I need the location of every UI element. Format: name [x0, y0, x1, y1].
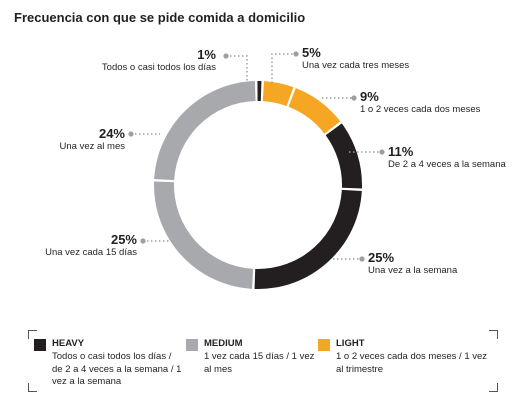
legend-swatch-medium	[186, 339, 198, 351]
legend-corner-br	[489, 383, 498, 392]
slice-desc-light-bimonthly: 1 o 2 veces cada dos meses	[360, 103, 481, 115]
legend-swatch-heavy	[34, 339, 46, 351]
chart-title: Frecuencia con que se pide comida a domi…	[14, 10, 306, 25]
slice-pct-medium-biweekly: 25%	[110, 232, 137, 247]
slice-desc-medium-monthly: Una vez al mes	[59, 140, 125, 152]
slice-label-heavy-daily: 1% Todos o casi todos los días	[101, 47, 216, 74]
slice-desc-heavy-2to4: De 2 a 4 veces a la semana	[388, 158, 506, 170]
slice-desc-light-quarterly: Una vez cada tres meses	[302, 59, 410, 71]
leader-medium-monthly-dot	[128, 131, 134, 137]
slice-label-light-quarterly: 5% Una vez cada tres meses	[302, 45, 410, 72]
legend-item-heavy: HEAVY Todos o casi todos los días / de 2…	[34, 338, 184, 388]
legend-desc-medium: 1 vez cada 15 días / 1 vez al mes	[204, 351, 315, 375]
legend-item-light: LIGHT 1 o 2 veces cada dos meses / 1 vez…	[318, 338, 490, 376]
legend-desc-light: 1 o 2 veces cada dos meses / 1 vez al tr…	[336, 351, 488, 375]
legend-corner-tl	[28, 330, 37, 339]
slice-pct-light-bimonthly: 9%	[360, 89, 379, 104]
slice-light-bimonthly	[288, 88, 341, 134]
slice-label-medium-biweekly: 25% Una vez cada 15 días	[45, 232, 137, 259]
leader-heavy-daily	[226, 55, 248, 83]
slice-medium-monthly	[154, 81, 256, 181]
legend-corner-tr	[489, 330, 498, 339]
slice-heavy-weekly	[254, 189, 362, 289]
slice-desc-medium-biweekly: Una vez cada 15 días	[45, 246, 137, 258]
slice-desc-heavy-weekly: Una vez a la semana	[368, 264, 458, 276]
legend-desc-heavy: Todos o casi todos los días / de 2 a 4 v…	[52, 351, 182, 388]
slice-pct-heavy-daily: 1%	[197, 47, 216, 62]
slice-desc-heavy-daily: Todos o casi todos los días	[101, 61, 216, 73]
legend-item-medium: MEDIUM 1 vez cada 15 días / 1 vez al mes	[186, 338, 324, 376]
legend-corner-bl	[28, 383, 37, 392]
slice-heavy-daily	[257, 81, 262, 102]
slice-pct-heavy-weekly: 25%	[368, 250, 395, 265]
slice-pct-medium-monthly: 24%	[98, 126, 125, 141]
legend-name-light: LIGHT	[336, 338, 365, 349]
leader-heavy-daily-dot	[223, 53, 229, 59]
slice-heavy-2to4	[325, 123, 362, 189]
legend: HEAVY Todos o casi todos los días / de 2…	[28, 330, 498, 392]
leader-heavy-2to4-dot	[379, 149, 385, 155]
leader-light-bimonthly-dot	[351, 95, 357, 101]
slice-label-heavy-weekly: 25% Una vez a la semana	[368, 250, 458, 277]
slice-label-light-bimonthly: 9% 1 o 2 veces cada dos meses	[360, 89, 481, 116]
legend-name-heavy: HEAVY	[52, 338, 85, 349]
leader-medium-biweekly-dot	[140, 238, 146, 244]
slice-label-heavy-2to4: 11% De 2 a 4 veces a la semana	[388, 144, 506, 171]
slice-medium-biweekly	[153, 181, 254, 289]
leader-heavy-weekly-dot	[359, 256, 365, 262]
legend-swatch-light	[318, 339, 330, 351]
donut-chart	[128, 51, 385, 289]
slice-light-quarterly	[262, 81, 294, 107]
slice-pct-heavy-2to4: 11%	[388, 144, 414, 159]
leader-light-quarterly-dot	[293, 51, 299, 57]
leader-light-quarterly	[271, 53, 296, 83]
legend-name-medium: MEDIUM	[204, 338, 243, 349]
slice-pct-light-quarterly: 5%	[302, 45, 321, 60]
slice-label-medium-monthly: 24% Una vez al mes	[59, 126, 125, 153]
